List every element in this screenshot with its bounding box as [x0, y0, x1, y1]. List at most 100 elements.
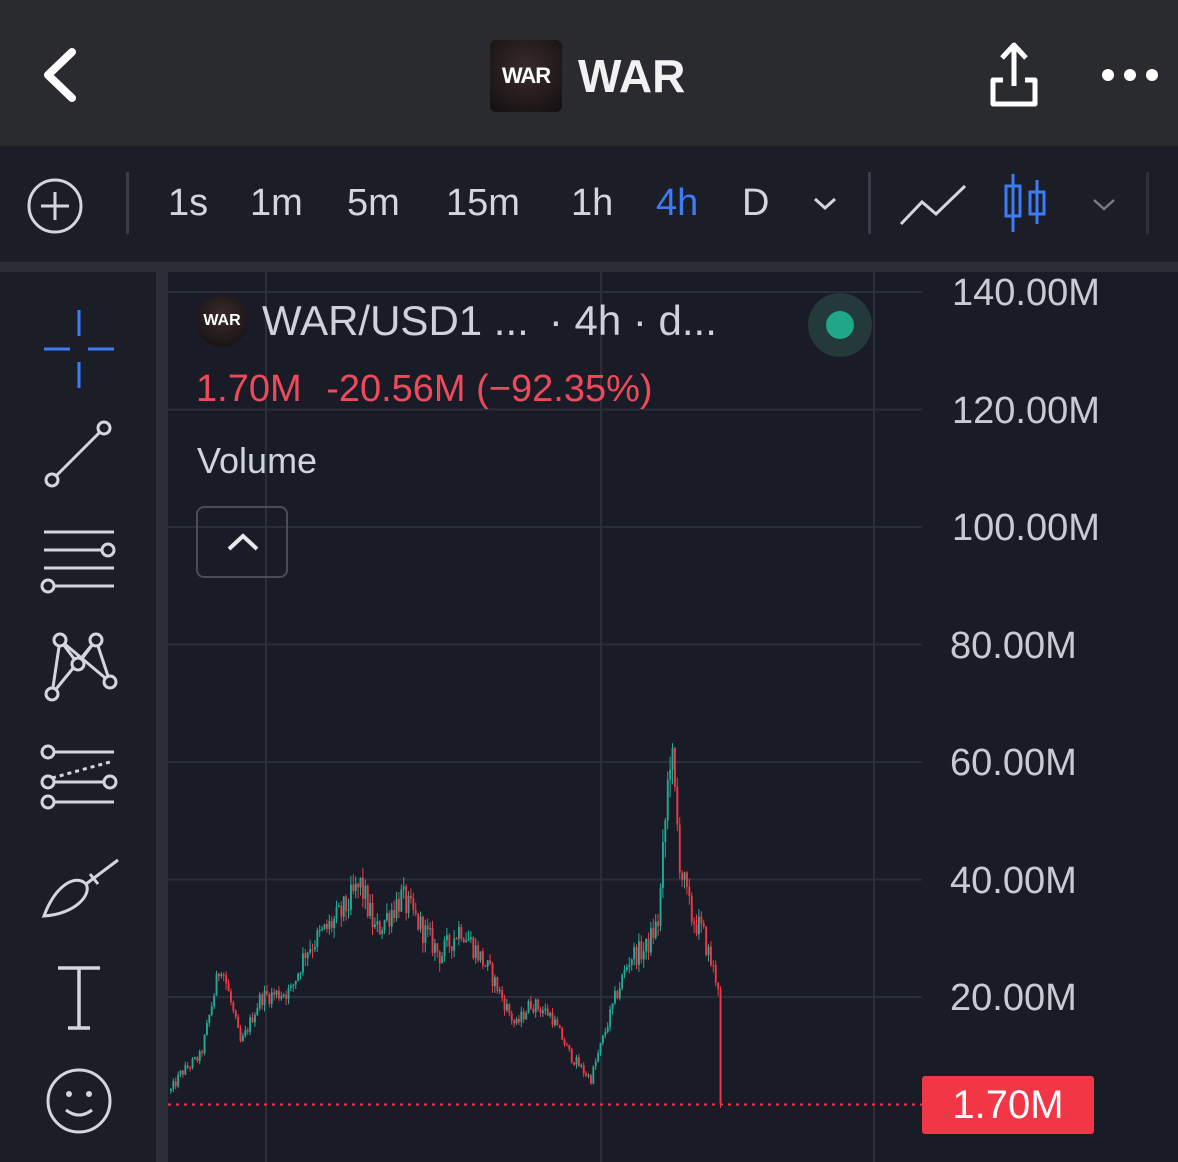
candle — [328, 920, 331, 929]
candle — [242, 1035, 244, 1041]
candle — [621, 975, 624, 989]
candle — [441, 956, 444, 964]
interval-15m[interactable]: 15m — [446, 182, 520, 224]
candle — [618, 988, 621, 999]
candle — [462, 938, 465, 942]
candle — [239, 1027, 242, 1041]
candle — [659, 887, 662, 926]
trend-line-icon[interactable] — [36, 412, 122, 498]
candle — [446, 935, 448, 941]
candle — [232, 1002, 235, 1011]
candle — [657, 921, 660, 926]
back-arrow-icon[interactable] — [36, 44, 86, 106]
brush-icon[interactable] — [36, 844, 122, 930]
candle — [518, 1019, 520, 1023]
interval-1s[interactable]: 1s — [168, 182, 209, 224]
candle — [172, 1081, 175, 1090]
line-chart-type-icon[interactable] — [898, 182, 968, 228]
candle — [254, 1014, 256, 1023]
candle — [458, 926, 460, 939]
candle — [664, 820, 667, 842]
candle — [388, 913, 391, 927]
candle — [486, 960, 489, 967]
interval-4h[interactable]: 4h — [656, 182, 699, 224]
share-icon[interactable] — [986, 38, 1042, 110]
candle — [623, 969, 626, 976]
candle — [270, 992, 273, 1004]
candle — [568, 1044, 571, 1050]
candle — [215, 973, 218, 996]
candle — [263, 990, 266, 1006]
interval-5m[interactable]: 5m — [347, 182, 400, 224]
candle — [431, 928, 434, 953]
candle — [690, 896, 693, 922]
candle — [311, 949, 314, 951]
symbol-legend[interactable]: WAR WAR/USD1 ... · 4h · d... — [196, 295, 717, 347]
price-axis-label: 20.00M — [950, 977, 1077, 1019]
candle — [525, 1013, 528, 1020]
candle — [563, 1039, 566, 1045]
candle — [338, 905, 340, 907]
candlestick-chart-type-icon[interactable] — [1002, 172, 1048, 234]
candle — [335, 906, 338, 919]
candle — [347, 909, 350, 911]
emoji-icon[interactable] — [36, 1058, 122, 1144]
interval-1m[interactable]: 1m — [250, 182, 303, 224]
toolbar-separator — [126, 172, 129, 234]
candle — [292, 984, 295, 986]
interval-dropdown-chevron-icon[interactable] — [812, 196, 838, 212]
candle — [196, 1057, 199, 1061]
candle — [273, 992, 276, 995]
chart-type-dropdown-chevron-icon[interactable] — [1092, 198, 1116, 212]
collapse-legend-button[interactable] — [196, 506, 288, 578]
crosshair-icon[interactable] — [36, 306, 122, 392]
candle — [261, 994, 264, 1006]
candle — [484, 965, 487, 967]
candle — [477, 945, 480, 961]
candle — [575, 1057, 578, 1065]
candle — [520, 1011, 523, 1023]
fib-icon[interactable] — [36, 734, 122, 820]
candle — [350, 884, 352, 910]
candle — [287, 988, 290, 999]
add-indicator-icon[interactable] — [26, 177, 84, 235]
chart-panel[interactable] — [168, 272, 1178, 1162]
candle — [712, 964, 715, 967]
candle — [426, 925, 429, 930]
candle — [376, 921, 379, 925]
candle — [366, 885, 369, 917]
last-price-tag: 1.70M — [922, 1076, 1094, 1134]
more-options-icon[interactable] — [1100, 60, 1160, 90]
candle — [705, 926, 708, 956]
candle — [599, 1043, 602, 1054]
candle — [206, 1023, 208, 1036]
candle — [666, 779, 669, 821]
candle — [359, 877, 362, 888]
candle — [400, 889, 403, 912]
volume-indicator-label[interactable]: Volume — [197, 440, 318, 481]
candle — [222, 974, 225, 976]
candle — [537, 999, 540, 1010]
candle — [611, 1003, 614, 1010]
candle — [549, 1012, 552, 1016]
price-axis-label: 120.00M — [952, 390, 1100, 432]
token-logo: WAR — [490, 40, 562, 112]
text-icon[interactable] — [36, 952, 122, 1038]
candle — [501, 990, 504, 999]
candle — [578, 1057, 580, 1067]
price-chart[interactable] — [168, 272, 1178, 1162]
candle — [443, 940, 446, 957]
horizontal-lines-icon[interactable] — [36, 516, 122, 602]
candle — [285, 994, 288, 999]
candle — [717, 982, 720, 990]
chevron-up-icon — [227, 533, 259, 551]
candle — [395, 898, 398, 919]
candle — [410, 895, 412, 899]
market-status-indicator[interactable] — [808, 293, 872, 357]
candle — [558, 1025, 561, 1029]
pattern-icon[interactable] — [36, 624, 122, 710]
interval-1h[interactable]: 1h — [571, 182, 614, 224]
interval-d[interactable]: D — [742, 182, 770, 224]
candle — [275, 990, 278, 995]
candle — [534, 999, 537, 1013]
